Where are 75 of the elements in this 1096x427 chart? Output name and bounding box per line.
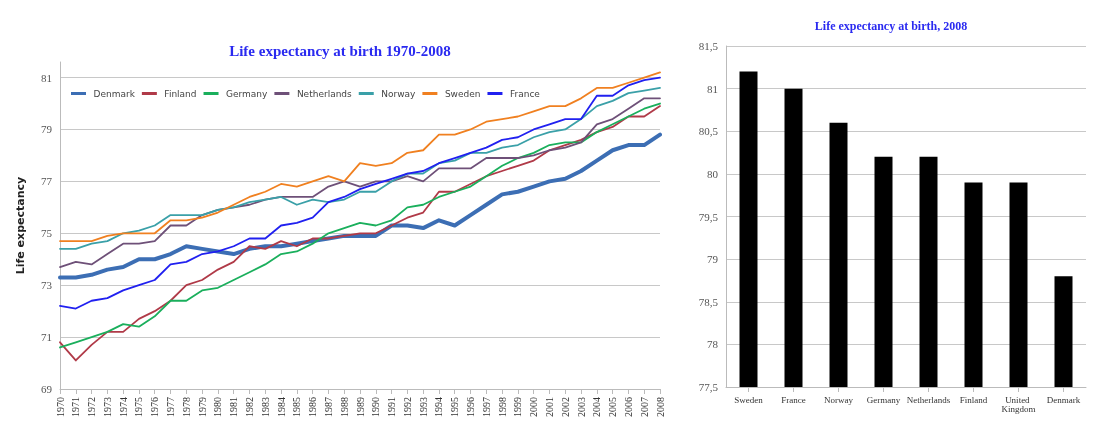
x-tick-label: 1978 [180, 397, 192, 417]
chart-title: Life expectancy at birth, 2008 [814, 19, 968, 33]
x-tick-label: 1999 [512, 397, 524, 417]
x-tick-label: 1996 [465, 397, 477, 417]
y-tick-label: 73 [41, 279, 53, 292]
x-tick-label: France [781, 394, 806, 405]
x-tick-label: 1983 [259, 397, 271, 417]
x-tick-label: 2002 [559, 397, 571, 417]
x-tick-label: Germany [866, 394, 901, 405]
y-tick-label: 77 [41, 175, 53, 188]
x-tick-label: 1977 [165, 397, 177, 417]
x-tick-label: 1986 [307, 397, 319, 417]
x-tick-label: 1993 [417, 397, 429, 417]
y-tick-label: 77,5 [698, 381, 719, 393]
x-tick-label: 2004 [591, 397, 603, 417]
y-tick-label: 81 [707, 82, 718, 95]
x-tick-label: 1982 [243, 397, 255, 417]
y-tick-label: 80,5 [698, 125, 719, 138]
legend-label: Norway [381, 88, 417, 99]
y-tick-label: 79 [41, 123, 53, 136]
x-tick-label: 1970 [54, 397, 66, 417]
x-tick-label: 2000 [528, 397, 540, 417]
chart-title: Life expectancy at birth 1970-2008 [229, 42, 451, 59]
x-tick-label: Finland [959, 394, 988, 405]
x-tick-label: 2007 [638, 397, 650, 417]
x-tick-label: 2008 [654, 397, 666, 417]
x-tick-label: 1997 [480, 397, 492, 417]
y-tick-label: 71 [41, 331, 52, 344]
x-tick-label: 2003 [575, 397, 587, 417]
x-tick-label: 1975 [133, 397, 145, 417]
x-tick-label: 2001 [543, 397, 555, 417]
x-tick-label: Sweden [734, 394, 764, 405]
y-tick-label: 81,5 [698, 40, 719, 52]
x-tick-label: 1992 [401, 397, 413, 417]
line-series [59, 76, 661, 310]
x-tick-label: 1973 [101, 397, 113, 417]
x-tick-label: 1991 [386, 397, 398, 417]
x-tick-label: 1984 [275, 397, 287, 417]
y-tick-label: 75 [41, 227, 53, 240]
x-tick-label: 1980 [212, 397, 224, 417]
x-tick-label: 1972 [86, 397, 98, 417]
line-series [59, 97, 661, 268]
y-tick-label: 69 [41, 383, 53, 395]
x-tick-label: 1981 [228, 397, 240, 417]
y-tick-label: 81 [41, 71, 52, 84]
x-tick-label: 1995 [449, 397, 461, 417]
y-tick-label: 78,5 [698, 295, 719, 308]
legend-label: Denmark [93, 88, 136, 99]
x-tick-label: 1994 [433, 397, 445, 417]
y-tick-label: 80 [707, 167, 719, 180]
x-tick-label: Denmark [1046, 394, 1081, 405]
x-tick-label: 1998 [496, 397, 508, 417]
y-tick-label: 79,5 [698, 210, 719, 223]
x-tick-label: 1988 [338, 397, 350, 417]
x-tick-label: 1990 [370, 397, 382, 417]
x-tick-label: 1989 [354, 397, 366, 417]
x-tick-label: 1985 [291, 397, 303, 417]
y-axis-title: Life expectancy [14, 176, 27, 275]
y-tick-label: 79 [707, 253, 719, 266]
x-tick-label: 1974 [117, 397, 129, 417]
legend-label: Germany [226, 88, 269, 99]
legend-label: France [509, 88, 541, 99]
x-tick-label: Netherlands [906, 394, 951, 405]
x-tick-label: Norway [824, 394, 854, 405]
x-tick-label: 1979 [196, 397, 208, 417]
x-tick-label: 1971 [70, 397, 82, 417]
legend-label: Netherlands [296, 88, 353, 99]
x-tick-label: 1976 [149, 397, 161, 417]
x-tick-label: 2006 [622, 397, 634, 417]
x-tick-label: United Kingdom [1001, 394, 1036, 414]
x-tick-label: 2005 [607, 397, 619, 417]
x-tick-label: 1987 [322, 397, 334, 417]
legend-label: Sweden [444, 88, 481, 99]
y-tick-label: 78 [707, 338, 719, 351]
legend-label: Finland [164, 88, 197, 99]
